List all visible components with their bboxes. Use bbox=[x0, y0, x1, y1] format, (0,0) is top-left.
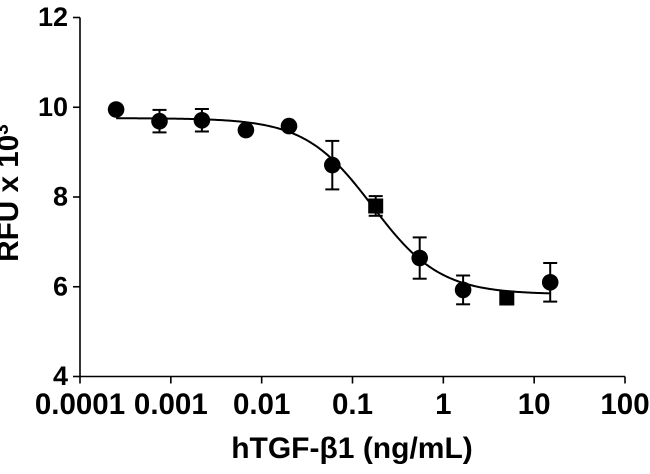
svg-text:10: 10 bbox=[38, 92, 68, 122]
svg-text:6: 6 bbox=[53, 271, 68, 301]
svg-text:4: 4 bbox=[53, 361, 68, 391]
svg-text:0.0001: 0.0001 bbox=[35, 388, 125, 421]
svg-text:100: 100 bbox=[600, 388, 649, 421]
svg-text:12: 12 bbox=[38, 2, 68, 32]
svg-text:10: 10 bbox=[518, 388, 551, 421]
svg-text:hTGF-β1 (ng/mL): hTGF-β1 (ng/mL) bbox=[231, 432, 473, 465]
svg-text:1: 1 bbox=[435, 388, 451, 421]
svg-text:0.01: 0.01 bbox=[233, 388, 290, 421]
svg-text:0.001: 0.001 bbox=[134, 388, 208, 421]
svg-text:0.1: 0.1 bbox=[332, 388, 373, 421]
svg-text:RFU x 103: RFU x 103 bbox=[0, 124, 25, 262]
svg-text:8: 8 bbox=[53, 182, 68, 212]
